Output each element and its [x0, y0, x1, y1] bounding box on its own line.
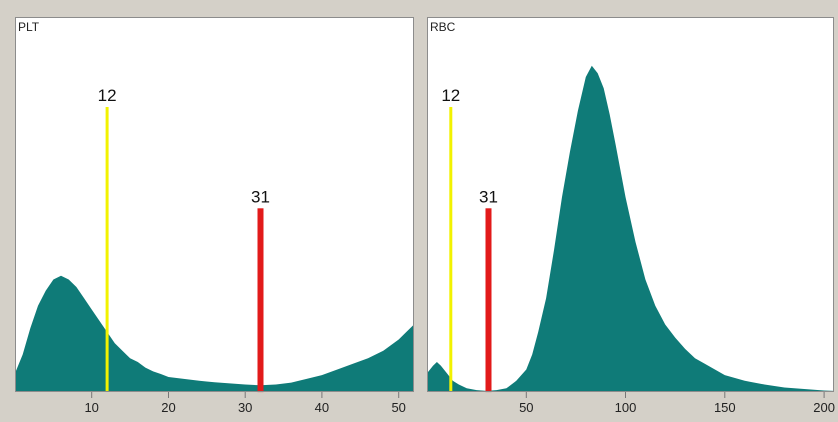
plt-marker-line-31 [257, 208, 264, 393]
plt-x-tick-label-30: 30 [238, 400, 252, 415]
plt-x-tick-label-40: 40 [315, 400, 329, 415]
rbc-x-tick-label-50: 50 [519, 400, 533, 415]
plt-marker-label-12: 12 [98, 86, 117, 105]
rbc-plot-border [427, 17, 834, 392]
plt-x-tick-label-20: 20 [161, 400, 175, 415]
plt-histogram-panel: 12 31 PLT 10 20 30 40 50 [15, 17, 414, 415]
rbc-marker-line-12 [449, 107, 453, 392]
plt-plot-border [15, 17, 414, 392]
rbc-x-tick-label-200: 200 [813, 400, 835, 415]
rbc-x-tick-label-100: 100 [615, 400, 637, 415]
rbc-x-tick-label-150: 150 [714, 400, 736, 415]
plt-histogram-area [15, 275, 414, 392]
rbc-marker-label-12: 12 [441, 86, 460, 105]
rbc-histogram-area [427, 65, 834, 393]
plt-histogram-chart: 12 31 PLT 10 20 30 40 50 [15, 17, 414, 415]
plt-marker-label-31: 31 [251, 187, 270, 206]
plt-chart-title: PLT [18, 20, 40, 34]
rbc-chart-title: RBC [430, 20, 456, 34]
plt-marker-line-12 [105, 107, 109, 392]
rbc-marker-line-31 [485, 208, 492, 393]
rbc-marker-label-31: 31 [479, 187, 498, 206]
rbc-histogram-panel: 12 31 RBC 50 100 150 200 [419, 0, 838, 422]
plt-x-tick-label-10: 10 [84, 400, 98, 415]
rbc-histogram-chart: 12 31 RBC 50 100 150 200 [427, 17, 835, 415]
plt-x-tick-label-50: 50 [391, 400, 405, 415]
